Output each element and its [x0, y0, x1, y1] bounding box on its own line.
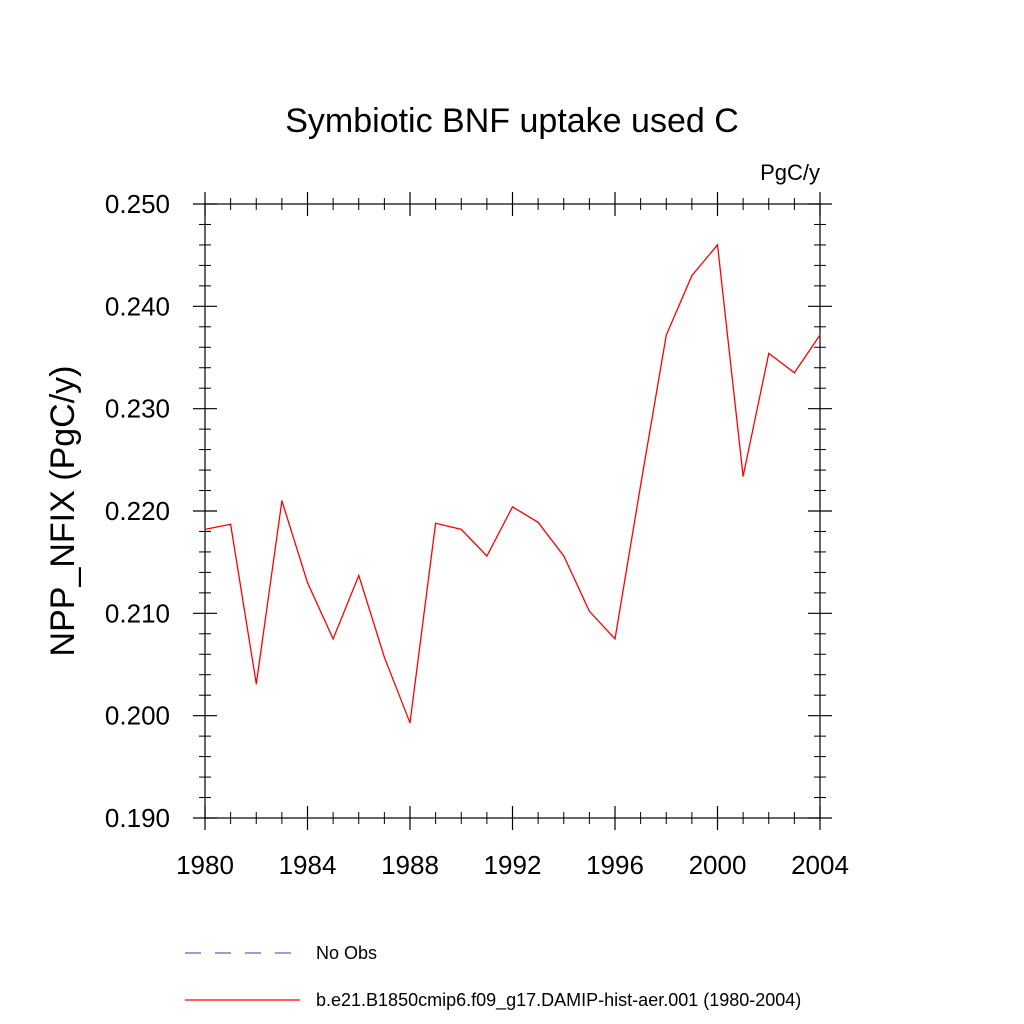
y-tick-label: 0.250: [105, 189, 170, 219]
y-tick-labels: 0.190 0.200 0.210 0.220 0.230 0.240 0.250: [105, 189, 170, 833]
plot-frame: [204, 203, 821, 819]
y-axis-title: NPP_NFIX (PgC/y): [44, 366, 82, 657]
x-tick-label: 1980: [176, 850, 234, 880]
x-tick-labels: 1980 1984 1988 1992 1996 2000 2004: [176, 850, 849, 880]
y-tick-label: 0.210: [105, 598, 170, 628]
x-tick-label: 1988: [381, 850, 439, 880]
x-tick-label: 1996: [586, 850, 644, 880]
y-tick-label: 0.190: [105, 803, 170, 833]
x-tick-label: 2000: [689, 850, 747, 880]
units-label: PgC/y: [760, 160, 820, 185]
y-tick-label: 0.220: [105, 496, 170, 526]
legend: No Obs b.e21.B1850cmip6.f09_g17.DAMIP-hi…: [185, 943, 801, 1011]
minor-ticks: [199, 198, 826, 824]
y-tick-label: 0.230: [105, 394, 170, 424]
y-tick-label: 0.200: [105, 701, 170, 731]
series-line-damip-hist-aer: [204, 243, 821, 724]
x-tick-label: 2004: [791, 850, 849, 880]
legend-label-damip-hist-aer: b.e21.B1850cmip6.f09_g17.DAMIP-hist-aer.…: [316, 990, 801, 1011]
major-ticks: [193, 192, 832, 830]
y-tick-label: 0.240: [105, 291, 170, 321]
legend-label-no-obs: No Obs: [316, 943, 377, 963]
x-tick-label: 1984: [279, 850, 337, 880]
chart-title: Symbiotic BNF uptake used C: [285, 102, 739, 140]
data-points: [204, 244, 821, 724]
x-tick-label: 1992: [484, 850, 542, 880]
